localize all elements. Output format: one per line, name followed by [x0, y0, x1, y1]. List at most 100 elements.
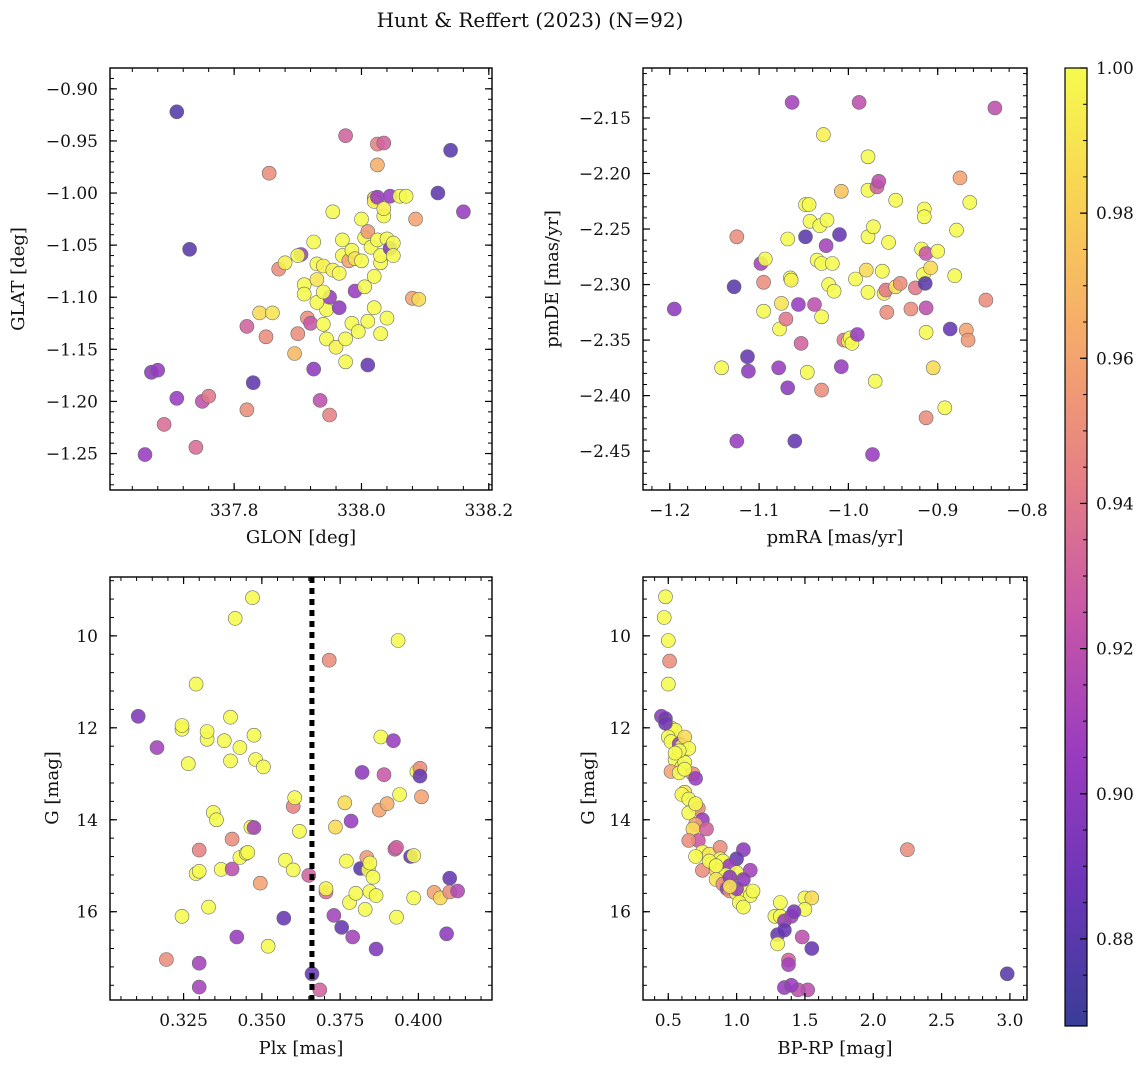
- x-tick-label: −1.0: [828, 501, 869, 521]
- data-point: [917, 276, 933, 291]
- data-point: [376, 767, 392, 783]
- data-point: [406, 890, 422, 906]
- data-point: [370, 157, 385, 173]
- data-point: [818, 238, 834, 253]
- y-tick-label: −2.15: [579, 109, 631, 129]
- y-axis-label: GLAT [deg]: [8, 227, 29, 331]
- data-point: [328, 819, 343, 835]
- data-point: [326, 908, 342, 923]
- data-point: [807, 297, 822, 312]
- data-point: [191, 842, 207, 858]
- data-point: [780, 380, 796, 396]
- data-point: [708, 858, 724, 874]
- data-point: [888, 192, 904, 208]
- axes-group: 337.8 338.0 338.2 −0.90 −0.95 −1.00 −1.05 −1.10…: [46, 67, 513, 521]
- data-point: [439, 926, 454, 942]
- data-point: [978, 292, 994, 308]
- data-point: [947, 268, 963, 284]
- data-point: [745, 883, 761, 899]
- data-point: [348, 885, 364, 901]
- data-point: [191, 955, 207, 971]
- data-point: [201, 388, 216, 404]
- data-point: [334, 920, 350, 935]
- data-point: [736, 899, 751, 915]
- x-tick-label: 2.0: [860, 1011, 887, 1031]
- data-point: [328, 339, 344, 355]
- data-point: [191, 863, 207, 879]
- data-point: [322, 407, 337, 423]
- data-point: [338, 331, 353, 347]
- points-group: [654, 589, 1015, 998]
- data-point: [851, 95, 867, 110]
- data-point: [816, 127, 831, 142]
- data-point: [658, 589, 673, 605]
- data-point: [287, 790, 303, 806]
- data-point: [191, 979, 207, 995]
- panel-pmra-pmde: −1.2 −1.1 −1.0 −0.9 −0.8 −2.15 −2.20 −2.25 −2.30…: [542, 67, 1048, 548]
- data-point: [285, 862, 301, 878]
- data-point: [360, 224, 376, 239]
- data-point: [900, 842, 915, 858]
- data-point: [252, 305, 267, 321]
- data-point: [265, 305, 280, 321]
- data-point: [338, 128, 353, 143]
- x-axis-label: GLON [deg]: [246, 527, 356, 548]
- data-point: [315, 284, 331, 300]
- x-tick-label: 0.400: [394, 1011, 443, 1031]
- data-point: [159, 952, 174, 967]
- data-point: [794, 929, 810, 945]
- data-point: [290, 326, 306, 342]
- data-point: [756, 303, 771, 319]
- data-point: [414, 789, 429, 805]
- data-point: [373, 729, 389, 745]
- data-point: [699, 821, 714, 837]
- data-point: [156, 417, 172, 432]
- data-point: [442, 870, 458, 886]
- data-point: [252, 875, 268, 891]
- y-tick-label: −2.40: [579, 387, 631, 407]
- data-point: [892, 276, 908, 291]
- data-point: [688, 796, 703, 812]
- data-point: [903, 301, 919, 317]
- colorbar-tick-label: 0.98: [1096, 204, 1134, 224]
- data-point: [292, 823, 307, 839]
- data-point: [726, 279, 742, 295]
- data-point: [169, 104, 185, 120]
- data-point: [149, 740, 165, 755]
- data-point: [217, 733, 232, 749]
- x-tick-label: 1.5: [791, 1011, 818, 1031]
- data-point: [666, 301, 682, 317]
- data-point: [376, 135, 392, 151]
- data-point: [366, 269, 382, 284]
- data-point: [736, 872, 751, 887]
- data-point: [741, 363, 756, 379]
- data-point: [306, 361, 322, 377]
- data-point: [871, 174, 887, 189]
- data-point: [201, 899, 216, 915]
- x-tick-label: 338.2: [464, 501, 513, 521]
- y-tick-label: −0.95: [46, 132, 98, 152]
- data-point: [916, 209, 932, 225]
- colorbar-tick-label: 1.00: [1096, 59, 1134, 79]
- data-point: [962, 195, 978, 210]
- data-point: [688, 771, 703, 786]
- data-point: [456, 204, 471, 220]
- data-point: [960, 332, 976, 348]
- axes-group: 0.5 1.0 1.5 2.0 2.5 3.0 10 12 14 16: [609, 577, 1027, 1031]
- data-point: [949, 222, 964, 238]
- data-point: [722, 879, 738, 894]
- x-tick-label: 337.8: [210, 501, 259, 521]
- data-point: [224, 831, 240, 847]
- data-point: [368, 941, 384, 957]
- data-point: [337, 795, 353, 811]
- data-point: [354, 253, 369, 269]
- x-tick-label: 0.375: [316, 1011, 365, 1031]
- colorbar-tick-label: 0.94: [1096, 494, 1134, 514]
- data-point: [804, 941, 820, 956]
- data-point: [791, 297, 806, 312]
- data-point: [999, 966, 1015, 982]
- x-tick-label: 3.0: [996, 1011, 1023, 1031]
- data-point: [199, 724, 215, 739]
- y-tick-label: −2.30: [579, 276, 631, 296]
